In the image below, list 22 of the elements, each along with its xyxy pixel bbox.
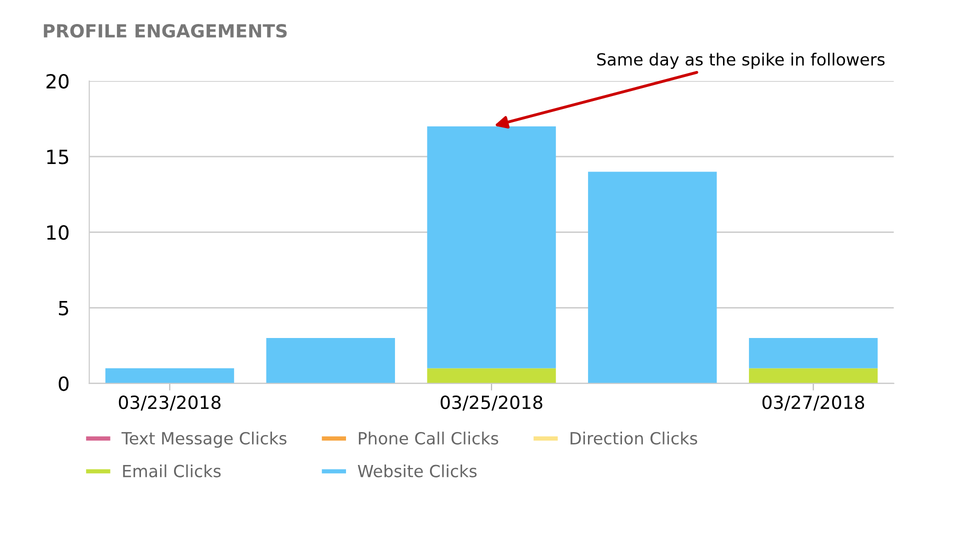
x-tick-label: 03/23/2018 bbox=[118, 396, 221, 411]
y-tick-label: 5 bbox=[58, 301, 68, 316]
bar bbox=[748, 368, 878, 384]
bar bbox=[427, 126, 556, 368]
y-tick-label: 20 bbox=[46, 74, 69, 89]
legend-label: Phone Call Clicks bbox=[358, 432, 498, 445]
legend-label: Website Clicks bbox=[358, 464, 477, 478]
x-tick-label: 03/25/2018 bbox=[440, 396, 542, 411]
bar bbox=[266, 338, 395, 384]
bar bbox=[748, 338, 878, 368]
legend-label: Email Clicks bbox=[123, 464, 221, 478]
legend-label: Direction Clicks bbox=[570, 432, 698, 445]
y-tick-label: 15 bbox=[47, 150, 68, 164]
annotation: Same day as the spike in followers bbox=[597, 52, 885, 69]
y-tick-label: 10 bbox=[47, 225, 69, 240]
bar bbox=[427, 368, 556, 384]
bar bbox=[588, 172, 717, 384]
bar bbox=[105, 368, 234, 384]
y-tick-label: 0 bbox=[58, 376, 69, 392]
x-tick-label: 03/27/2018 bbox=[762, 396, 864, 411]
legend-label: Text Message Clicks bbox=[121, 432, 286, 448]
chart-title: PROFILE ENGAGEMENTS bbox=[44, 24, 287, 38]
